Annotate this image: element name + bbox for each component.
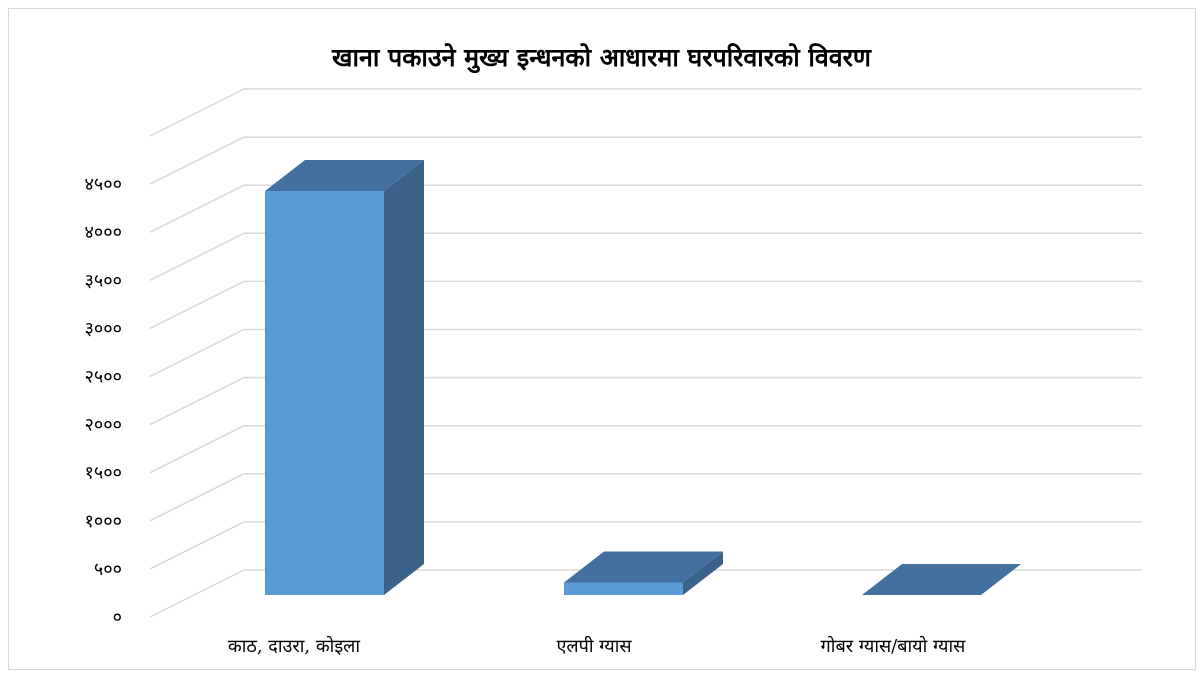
y-tick-label: ४५०० [85, 174, 122, 195]
bar [265, 159, 424, 595]
bar [564, 551, 723, 595]
gridline-diagonal [149, 425, 245, 474]
gridline-diagonal [149, 473, 245, 522]
gridline-diagonal [149, 328, 245, 378]
y-tick-label: ३५०० [85, 270, 122, 291]
y-tick-label: २००० [85, 415, 122, 436]
bar-top [564, 551, 723, 583]
y-tick-label: १५०० [85, 463, 122, 484]
bar-front [564, 582, 683, 595]
y-axis-ticks: ० ५०० १००० १५०० २००० २५०० ३००० ३५०० ४००० ४५०० [85, 174, 122, 628]
gridline-diagonal [149, 232, 245, 281]
y-tick-label: ५०० [94, 559, 122, 580]
y-tick-label: १००० [85, 511, 122, 532]
y-tick-label: २५०० [85, 367, 122, 388]
bar-side [384, 159, 424, 595]
x-axis-labels: काठ, दाउरा, कोइला एलपी ग्यास गोबर ग्यास/बा… [228, 635, 966, 657]
y-tick-label: ४००० [85, 222, 122, 243]
x-category-label: काठ, दाउरा, कोइला [228, 635, 360, 657]
x-category-label: एलपी ग्यास [556, 635, 632, 657]
bar [862, 564, 1021, 595]
gridline-diagonal [149, 88, 245, 137]
x-category-label: गोबर ग्यास/बायो ग्यास [821, 635, 966, 657]
gridline-diagonal [149, 569, 245, 618]
chart-title: खाना पकाउने मुख्य इन्धनको आधारमा घरपरिवा… [332, 43, 871, 72]
bar-front [265, 190, 384, 595]
bars [265, 159, 1021, 595]
gridline-diagonal [149, 521, 245, 570]
bar-top [265, 159, 424, 191]
y-tick-label: ३००० [85, 318, 122, 339]
gridline-diagonal [149, 136, 245, 185]
gridline-diagonal [149, 184, 245, 233]
gridline-diagonal [149, 280, 245, 330]
bar-side [683, 551, 723, 595]
gridline-diagonal [149, 376, 245, 426]
bar-top [862, 564, 1021, 595]
y-tick-label: ० [113, 607, 122, 628]
